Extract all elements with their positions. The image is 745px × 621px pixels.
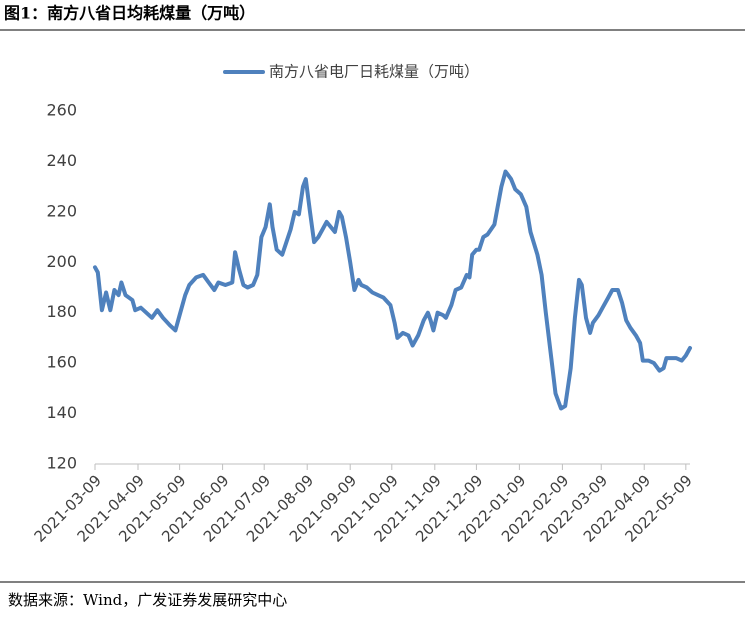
y-tick-label: 160 bbox=[46, 353, 77, 372]
y-tick-label: 200 bbox=[46, 252, 77, 271]
data-line bbox=[93, 169, 692, 411]
y-tick-label: 120 bbox=[46, 454, 77, 473]
source: 数据来源：Wind，广发证券发展研究中心 bbox=[8, 591, 287, 609]
y-tick-label: 140 bbox=[46, 403, 77, 422]
y-tick-label: 240 bbox=[46, 151, 77, 170]
y-tick-label: 260 bbox=[46, 101, 77, 120]
y-tick-label: 220 bbox=[46, 201, 77, 220]
y-tick-label: 180 bbox=[46, 302, 77, 321]
figure-title: 图1：南方八省日均耗煤量（万吨） bbox=[4, 4, 255, 23]
legend-label: 南方八省电厂日耗煤量（万吨） bbox=[269, 63, 479, 81]
